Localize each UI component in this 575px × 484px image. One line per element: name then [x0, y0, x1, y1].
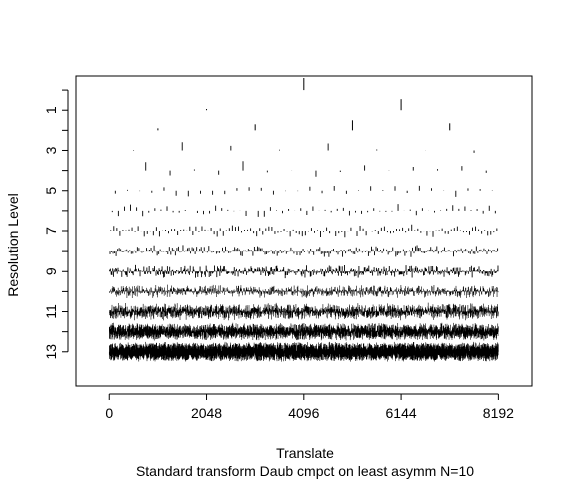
level-11-coefficients — [109, 302, 499, 321]
x-tick-label: 4096 — [288, 405, 319, 421]
x-axis: 0 2048 4096 6144 8192 — [105, 393, 514, 421]
x-axis-label: Translate — [276, 445, 334, 461]
y-tick-label: 5 — [43, 187, 59, 195]
level-4-coefficients — [120, 161, 487, 177]
level-6-coefficients — [111, 204, 496, 217]
y-tick-label: 13 — [43, 344, 59, 360]
y-tick-label: 3 — [43, 146, 59, 154]
level-9-coefficients — [109, 264, 499, 279]
coefficient-marks — [108, 78, 499, 362]
level-8-coefficients — [109, 245, 499, 257]
level-7-coefficients — [110, 224, 498, 238]
level-13-coefficients — [108, 341, 499, 362]
y-axis-label: Resolution Level — [5, 193, 21, 297]
x-tick-label: 8192 — [483, 405, 514, 421]
x-tick-label: 0 — [105, 405, 113, 421]
chart-subtitle: Standard transform Daub cmpct on least a… — [136, 463, 474, 479]
y-tick-label: 1 — [43, 106, 59, 114]
x-tick-label: 6144 — [386, 405, 417, 421]
x-tick-label: 2048 — [191, 405, 222, 421]
level-10-coefficients — [109, 284, 499, 298]
level-3-coefficients — [133, 142, 475, 153]
level-12-coefficients — [109, 322, 499, 341]
y-tick-label: 7 — [43, 227, 59, 235]
plot-frame — [75, 75, 533, 387]
y-tick-label: 11 — [43, 304, 59, 319]
level-5-coefficients — [114, 185, 493, 197]
y-tick-label: 9 — [43, 267, 59, 275]
